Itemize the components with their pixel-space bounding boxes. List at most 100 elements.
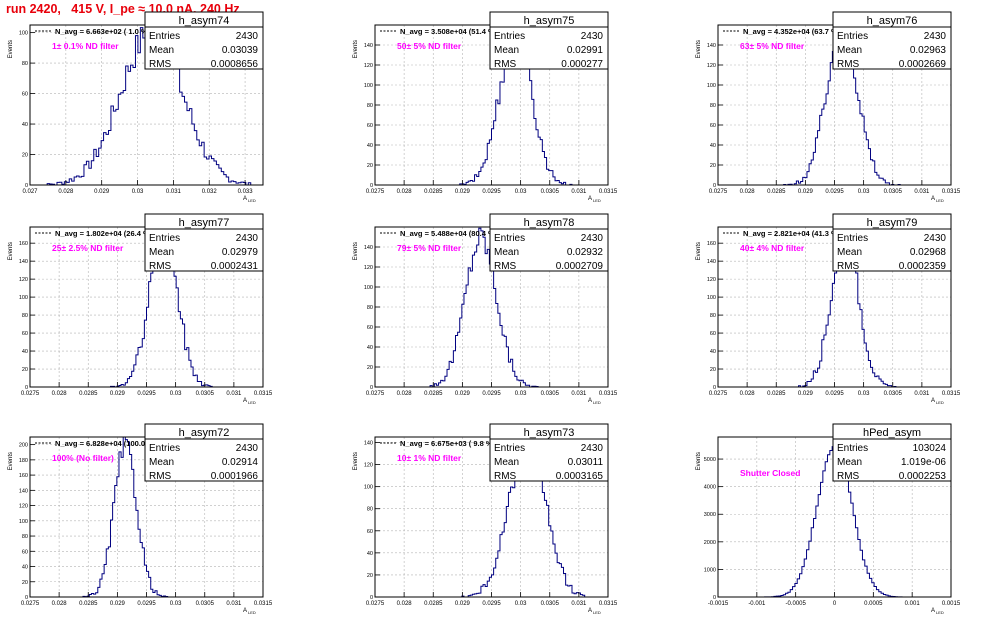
stats-box — [144, 423, 264, 482]
x-tick-label: 0.028 — [397, 391, 413, 397]
y-tick-label: 0 — [25, 385, 28, 391]
x-tick-label: 0.0285 — [767, 189, 786, 195]
histogram-name: h_asym77 — [179, 217, 230, 229]
y-axis-label: Events — [353, 242, 359, 260]
y-axis-label: Events — [353, 40, 359, 58]
y-axis-label: Events — [696, 40, 702, 58]
y-tick-label: 80 — [710, 313, 716, 319]
y-tick-label: 100 — [707, 295, 716, 301]
y-tick-label: 2000 — [704, 540, 716, 546]
y-axis-label: Events — [696, 242, 702, 260]
stat-value: 0.02963 — [910, 45, 947, 56]
y-tick-label: 40 — [22, 349, 28, 355]
filter-label: 100% (No filter) — [52, 453, 114, 463]
y-tick-label: 0 — [713, 183, 716, 189]
histogram-panel-h_asym73: 0.0275 0.028 0.0285 0.029 0.0295 0.03 0.0305 0.… — [353, 423, 618, 615]
y-tick-label: 140 — [19, 488, 28, 494]
navg-label: N_avg = 4.352e+04 (63.7 %) — [743, 27, 841, 36]
x-tick-label: 0.0315 — [599, 391, 618, 397]
stat-label: RMS — [494, 59, 517, 70]
y-tick-label: 120 — [364, 63, 373, 69]
x-tick-label: 0.0275 — [21, 391, 40, 397]
y-tick-label: 120 — [364, 265, 373, 271]
x-tick-label: 0.0285 — [424, 391, 443, 397]
histogram-name: h_asym72 — [179, 427, 230, 439]
histogram-name: h_asym73 — [524, 427, 575, 439]
histogram-panel-h_asym72: 0.0275 0.028 0.0285 0.029 0.0295 0.03 0.0305 0.… — [8, 423, 273, 615]
stat-label: Mean — [494, 457, 519, 468]
x-tick-label: 0.0275 — [366, 391, 385, 397]
x-tick-label: 0.029 — [110, 601, 126, 607]
x-tick-label: 0.0275 — [21, 601, 40, 607]
x-tick-label: 0.028 — [740, 391, 756, 397]
x-tick-label: 0.001 — [905, 601, 921, 607]
x-tick-label: 0.03 — [170, 391, 182, 397]
y-tick-label: 20 — [710, 367, 716, 373]
stat-value: 0.0002253 — [899, 471, 947, 482]
x-tick-label: 0.029 — [798, 189, 814, 195]
y-tick-label: 40 — [367, 143, 373, 149]
y-tick-label: 120 — [19, 504, 28, 510]
x-tick-label: 0.031 — [571, 601, 587, 607]
x-tick-label: 0.029 — [455, 189, 471, 195]
y-tick-label: 60 — [367, 123, 373, 129]
y-tick-label: 120 — [707, 63, 716, 69]
filter-label: 79± 5% ND filter — [397, 243, 462, 253]
y-tick-label: 140 — [364, 441, 373, 447]
stat-label: RMS — [494, 471, 517, 482]
stat-label: Entries — [149, 443, 180, 454]
stat-value: 103024 — [913, 443, 947, 454]
y-tick-label: 80 — [22, 534, 28, 540]
x-tick-label: 0.03 — [858, 391, 870, 397]
x-axis-label: A — [588, 608, 592, 614]
x-tick-label: 0.028 — [52, 391, 68, 397]
y-tick-label: 20 — [367, 573, 373, 579]
x-axis-label-sub: LED — [593, 198, 601, 203]
histogram-name: h_asym74 — [179, 15, 230, 27]
x-tick-label: 0.0275 — [366, 601, 385, 607]
x-tick-label: 0.0315 — [599, 189, 618, 195]
x-tick-label: 0.031 — [166, 189, 182, 195]
stats-box — [489, 11, 609, 70]
y-tick-label: 0 — [25, 183, 28, 189]
histogram-panel-h_asym76: 0.0275 0.028 0.0285 0.029 0.0295 0.03 0.0305 0.… — [696, 11, 961, 203]
x-tick-label: 0.029 — [455, 391, 471, 397]
x-tick-label: 0.0285 — [424, 189, 443, 195]
x-tick-label: 0.031 — [226, 391, 242, 397]
x-tick-label: 0.029 — [94, 189, 110, 195]
x-tick-label: 0.0285 — [424, 601, 443, 607]
y-tick-label: 40 — [22, 122, 28, 128]
x-tick-label: 0.0305 — [541, 391, 560, 397]
x-tick-label: 0.028 — [58, 189, 74, 195]
x-tick-label: 0.028 — [52, 601, 68, 607]
y-tick-label: 200 — [19, 443, 28, 449]
stat-label: RMS — [837, 471, 860, 482]
x-axis-label-sub: LED — [936, 198, 944, 203]
stat-label: Entries — [149, 31, 180, 42]
x-tick-label: 0.0295 — [825, 391, 844, 397]
x-tick-label: 0.0295 — [482, 391, 501, 397]
x-axis-label-sub: LED — [593, 400, 601, 405]
stat-label: RMS — [494, 261, 517, 272]
stat-value: 0.02932 — [567, 247, 604, 258]
stat-label: Entries — [494, 443, 525, 454]
y-tick-label: 60 — [367, 325, 373, 331]
navg-label: N_avg = 2.821e+04 (41.3 %) — [743, 229, 841, 238]
y-axis-label: Events — [8, 40, 14, 58]
filter-label: 10± 1% ND filter — [397, 453, 462, 463]
stat-value: 0.02968 — [910, 247, 947, 258]
y-tick-label: 160 — [19, 241, 28, 247]
stat-label: Mean — [149, 457, 174, 468]
stat-label: Mean — [149, 45, 174, 56]
y-tick-label: 1000 — [704, 567, 716, 573]
y-tick-label: 120 — [19, 277, 28, 283]
histogram-name: h_asym78 — [524, 217, 575, 229]
y-tick-label: 80 — [710, 103, 716, 109]
stat-value: 2430 — [924, 233, 947, 244]
stats-box — [489, 213, 609, 272]
x-axis-label: A — [243, 608, 247, 614]
stat-value: 0.0002359 — [899, 261, 947, 272]
stat-value: 0.02979 — [222, 247, 259, 258]
y-tick-label: 140 — [19, 259, 28, 265]
stat-value: 2430 — [236, 443, 259, 454]
